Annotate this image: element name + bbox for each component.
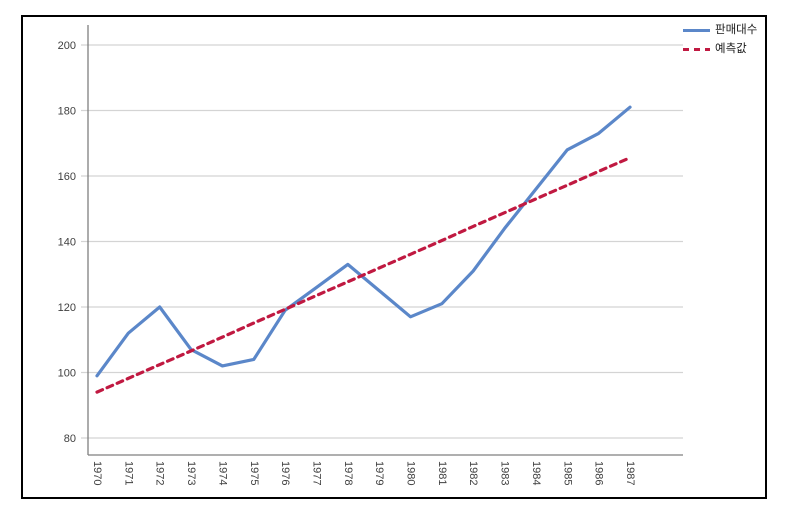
- y-tick-label-160: 160: [58, 171, 76, 183]
- y-tick-label-180: 180: [58, 106, 76, 118]
- legend-label-forecast: 예측값: [715, 43, 747, 55]
- legend-item-sales: 판매대수: [683, 24, 757, 36]
- x-tick-label-1976: 1976: [279, 461, 291, 485]
- x-tick-label-1972: 1972: [154, 461, 166, 485]
- x-tick-label-1982: 1982: [467, 461, 479, 485]
- legend-item-forecast: 예측값: [683, 43, 757, 55]
- y-tick-label-200: 200: [58, 40, 76, 52]
- x-tick-label-1979: 1979: [373, 461, 385, 485]
- x-tick-label-1987: 1987: [624, 461, 636, 485]
- forecast-series-line: [95, 156, 632, 394]
- y-tick-label-140: 140: [58, 237, 76, 249]
- x-tick-label-1984: 1984: [530, 461, 542, 485]
- x-tick-label-1981: 1981: [436, 461, 448, 485]
- x-tick-label-1977: 1977: [311, 461, 323, 485]
- x-tick-label-1985: 1985: [561, 461, 573, 485]
- x-tick-label-1970: 1970: [91, 461, 103, 485]
- y-tick-label-100: 100: [58, 368, 76, 380]
- x-tick-label-1971: 1971: [122, 461, 134, 485]
- x-tick-label-1975: 1975: [248, 461, 260, 485]
- chart-legend: 판매대수 예측값: [683, 24, 757, 55]
- x-tick-label-1974: 1974: [216, 461, 228, 485]
- y-tick-label-120: 120: [58, 302, 76, 314]
- sales-line-swatch: [683, 28, 710, 32]
- legend-label-sales: 판매대수: [715, 24, 758, 36]
- forecast-line-swatch: [683, 47, 710, 51]
- x-tick-label-1978: 1978: [342, 461, 354, 485]
- x-tick-label-1973: 1973: [185, 461, 197, 485]
- x-tick-label-1986: 1986: [593, 461, 605, 485]
- y-tick-label-80: 80: [64, 433, 76, 445]
- x-tick-label-1983: 1983: [499, 461, 511, 485]
- chart-outer-border: [21, 15, 767, 499]
- sales-series-line: [95, 105, 632, 378]
- x-tick-label-1980: 1980: [405, 461, 417, 485]
